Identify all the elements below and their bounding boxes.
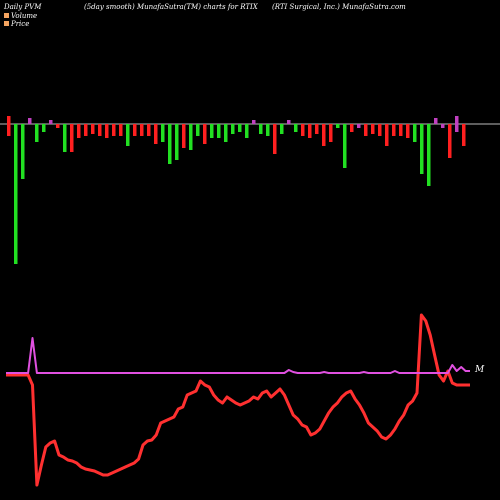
volume-bar <box>105 124 109 138</box>
legend-price-label: Price <box>10 20 29 28</box>
volume-bar <box>28 118 32 124</box>
volume-bar <box>168 124 172 164</box>
volume-bar <box>364 124 368 136</box>
volume-bar <box>441 124 445 128</box>
volume-bar <box>161 124 165 142</box>
volume-bar <box>322 124 326 146</box>
volume-bar <box>42 124 46 132</box>
volume-bar <box>315 124 319 134</box>
volume-bar <box>259 124 263 134</box>
volume-bar <box>280 124 284 134</box>
volume-bar <box>70 124 74 152</box>
volume-bar <box>245 124 249 138</box>
volume-bar <box>49 120 53 124</box>
volume-bar <box>84 124 88 136</box>
volume-bar <box>217 124 221 138</box>
volume-bar <box>91 124 95 134</box>
volume-bar <box>287 120 291 124</box>
header-center: (5day smooth) MunafaSutra(TM) charts for… <box>84 3 259 11</box>
volume-bar <box>273 124 277 154</box>
volume-bar <box>210 124 214 138</box>
volume-bar <box>399 124 403 136</box>
volume-bar <box>21 124 25 179</box>
legend-price-swatch <box>4 21 9 26</box>
volume-bar <box>371 124 375 134</box>
volume-bar <box>140 124 144 136</box>
volume-bar <box>294 124 298 132</box>
volume-bar <box>14 124 18 264</box>
volume-bar <box>238 124 242 132</box>
volume-bar <box>301 124 305 136</box>
volume-bar <box>413 124 417 142</box>
volume-bar <box>175 124 179 160</box>
volume-bar <box>252 120 256 124</box>
volume-bar <box>224 124 228 142</box>
volume-bar <box>378 124 382 136</box>
volume-bar <box>147 124 151 136</box>
end-label: M <box>474 365 485 375</box>
volume-bar <box>56 124 60 128</box>
volume-bar <box>455 116 459 132</box>
volume-bar <box>343 124 347 168</box>
pvm-line <box>6 337 470 374</box>
volume-bar <box>189 124 193 150</box>
price-line <box>6 313 470 487</box>
volume-bar <box>406 124 410 138</box>
volume-bar <box>336 124 340 128</box>
volume-bar <box>203 124 207 144</box>
volume-bar <box>420 124 424 174</box>
volume-bar <box>126 124 130 146</box>
volume-bar <box>77 124 81 138</box>
header-left: Daily PVM <box>3 3 42 11</box>
volume-bar <box>308 124 312 138</box>
volume-bar <box>112 124 116 136</box>
volume-bar <box>427 124 431 186</box>
volume-bar <box>266 124 270 136</box>
header-right: (RTI Surgical, Inc.) MunafaSutra.com <box>272 3 406 11</box>
legend-volume-label: Volume <box>11 12 37 20</box>
volume-bar <box>329 124 333 142</box>
volume-bar <box>350 124 354 132</box>
volume-bar <box>119 124 123 136</box>
volume-bar <box>462 124 466 146</box>
volume-bars <box>7 116 466 264</box>
volume-bar <box>196 124 200 136</box>
volume-bar <box>35 124 39 142</box>
volume-bar <box>133 124 137 136</box>
volume-bar <box>98 124 102 136</box>
volume-bar <box>434 118 438 124</box>
volume-bar <box>63 124 67 152</box>
volume-bar <box>154 124 158 144</box>
volume-bar <box>357 124 361 128</box>
volume-bar <box>385 124 389 146</box>
volume-bar <box>392 124 396 136</box>
volume-bar <box>448 124 452 158</box>
volume-bar <box>7 116 11 136</box>
volume-bar <box>231 124 235 134</box>
volume-bar <box>182 124 186 148</box>
legend-volume-swatch <box>4 13 9 18</box>
